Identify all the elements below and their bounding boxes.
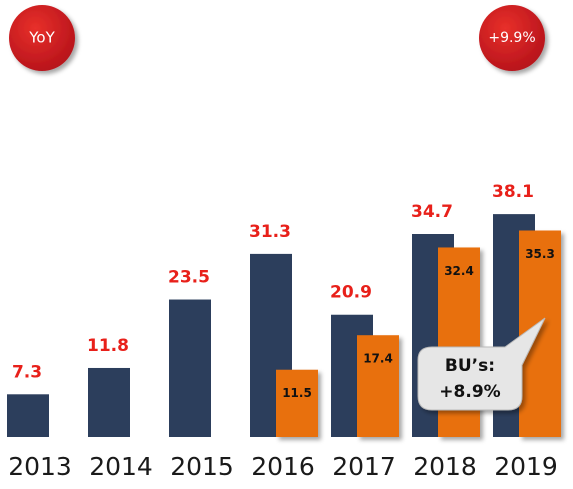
value-label: 31.3 (249, 222, 291, 242)
bar (169, 299, 211, 437)
value-label: 7.3 (12, 362, 42, 382)
value-label: 11.5 (282, 386, 312, 400)
x-tick-label: 2014 (89, 452, 153, 481)
value-label: 32.4 (444, 264, 474, 278)
bar (7, 394, 49, 437)
value-label: 35.3 (525, 247, 555, 261)
value-label: 20.9 (330, 283, 372, 303)
badge (479, 5, 545, 71)
value-label: 34.7 (411, 202, 453, 222)
callout-text: BU’s: (445, 356, 495, 376)
x-tick-label: 2015 (170, 452, 234, 481)
x-tick-label: 2016 (251, 452, 315, 481)
bar (276, 369, 318, 437)
callout-text: +8.9% (439, 382, 500, 402)
badge (9, 5, 75, 71)
x-tick-label: 2017 (332, 452, 396, 481)
value-label: 11.8 (87, 336, 129, 356)
badge-label: +9.9% (488, 30, 535, 46)
x-tick-label: 2013 (8, 452, 72, 481)
x-tick-label: 2018 (413, 452, 477, 481)
value-label: 17.4 (363, 352, 393, 366)
bar (357, 335, 399, 437)
value-label: 38.1 (492, 182, 534, 202)
callout (417, 317, 546, 411)
value-label: 23.5 (168, 268, 210, 288)
x-tick-label: 2019 (494, 452, 558, 481)
bar (88, 367, 130, 437)
badge-label: YoY (28, 29, 55, 47)
